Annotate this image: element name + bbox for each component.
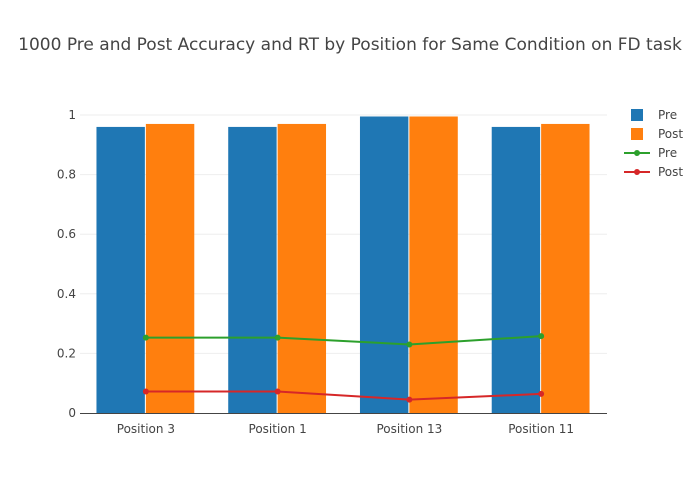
bar-pre bbox=[96, 126, 145, 414]
legend-label[interactable]: Post bbox=[658, 127, 683, 141]
point-post bbox=[406, 396, 413, 403]
legend-swatch-bar-post[interactable] bbox=[631, 128, 643, 140]
bar-pre bbox=[359, 116, 409, 414]
axes: 0 0.2 0.4 0.6 0.8 1 Position 3 Position 1 Positi… bbox=[57, 108, 607, 436]
legend-marker-post[interactable] bbox=[634, 169, 640, 175]
bars bbox=[96, 116, 590, 414]
point-post bbox=[274, 388, 281, 395]
bar-post bbox=[277, 123, 327, 413]
point-pre bbox=[406, 341, 413, 348]
point-pre bbox=[538, 333, 545, 340]
x-tick-label: Position 3 bbox=[117, 422, 175, 436]
chart-title: 1000 Pre and Post Accuracy and RT by Pos… bbox=[18, 35, 682, 55]
y-tick-label: 1 bbox=[68, 108, 76, 122]
legend-marker-pre[interactable] bbox=[634, 150, 640, 156]
line-post bbox=[145, 390, 542, 401]
bar-post bbox=[541, 123, 590, 413]
bar-post bbox=[409, 116, 458, 414]
y-tick-label: 0 bbox=[68, 406, 76, 420]
legend-label[interactable]: Post bbox=[658, 165, 683, 179]
bar-pre bbox=[228, 126, 277, 414]
bar-pre bbox=[491, 126, 541, 414]
legend-label[interactable]: Pre bbox=[658, 108, 677, 122]
point-pre bbox=[274, 334, 281, 341]
x-tick-label: Position 11 bbox=[508, 422, 574, 436]
legend-swatch-bar-pre[interactable] bbox=[631, 109, 643, 121]
legend-label[interactable]: Pre bbox=[658, 146, 677, 160]
point-post bbox=[538, 390, 545, 397]
y-tick-label: 0.2 bbox=[57, 346, 76, 360]
lines bbox=[142, 333, 545, 403]
y-tick-label: 0.8 bbox=[57, 168, 76, 182]
bar-post bbox=[145, 123, 195, 413]
y-tick-label: 0.4 bbox=[57, 287, 76, 301]
legend[interactable]: Pre Post Pre Post bbox=[624, 108, 683, 179]
line-pre bbox=[145, 335, 542, 346]
y-tick-label: 0.6 bbox=[57, 227, 76, 241]
point-pre bbox=[142, 334, 149, 341]
x-tick-label: Position 1 bbox=[249, 422, 307, 436]
point-post bbox=[142, 388, 149, 395]
x-tick-label: Position 13 bbox=[376, 422, 442, 436]
